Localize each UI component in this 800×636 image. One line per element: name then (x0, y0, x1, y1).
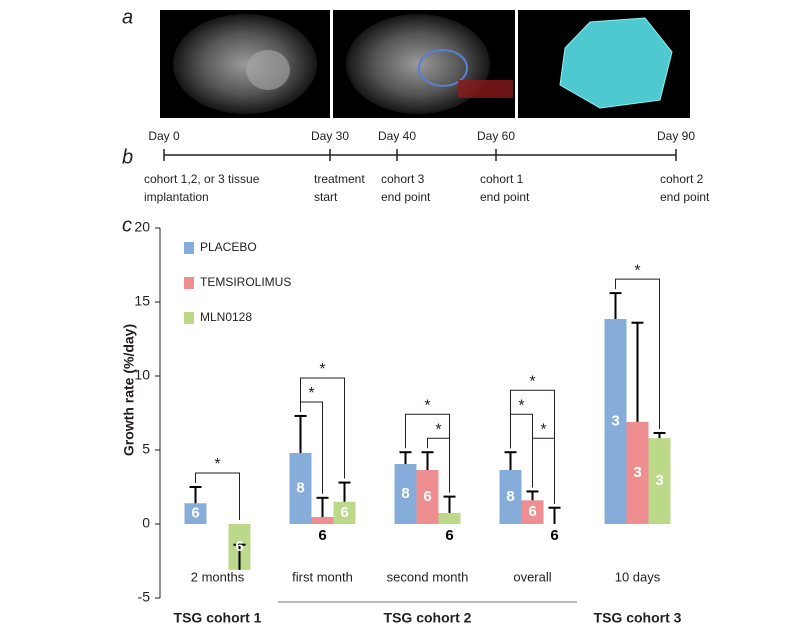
bar (394, 464, 417, 524)
timeline-day: Day 60 (477, 129, 515, 143)
significance-bracket (300, 377, 345, 479)
n-label: 8 (296, 479, 304, 496)
significance-label: * (214, 456, 220, 473)
significance-bracket (510, 389, 555, 504)
timeline-note: end point (480, 190, 530, 204)
n-label: 6 (235, 538, 243, 555)
bar (184, 503, 207, 524)
n-label: 3 (611, 412, 619, 429)
significance-bracket (615, 278, 660, 429)
panel-label: c (122, 214, 132, 236)
y-tick-label: 10 (134, 367, 150, 383)
n-label: 8 (506, 488, 514, 505)
mri-panel (160, 10, 690, 118)
y-tick-label: 20 (134, 219, 150, 235)
y-tick-label: 15 (134, 293, 150, 309)
legend-swatch (184, 312, 194, 324)
significance-label: * (540, 421, 546, 438)
significance-label: * (435, 421, 441, 438)
timeline-day: Day 30 (311, 129, 349, 143)
group-label: TSG cohort 1 (174, 610, 262, 626)
timeline-note: treatment (314, 172, 365, 186)
bar (311, 517, 334, 524)
timeline-note: cohort 3 (381, 172, 425, 186)
bar (416, 469, 439, 524)
x-tick-label: 2 months (191, 569, 245, 584)
legend-swatch (184, 242, 194, 254)
n-label: 3 (655, 472, 663, 489)
bar (521, 500, 544, 524)
n-label: 6 (445, 527, 453, 544)
n-label: 6 (423, 488, 431, 505)
x-tick-label: first month (292, 569, 353, 584)
significance-bracket (195, 472, 240, 520)
group-label: TSG cohort 3 (594, 610, 682, 626)
x-tick-label: second month (387, 569, 469, 584)
bar (438, 512, 461, 524)
y-tick-label: -5 (138, 589, 151, 605)
bar (333, 501, 356, 524)
y-tick-label: 0 (142, 515, 150, 531)
x-tick-label: overall (513, 569, 551, 584)
timeline-note: implantation (144, 190, 209, 204)
panel-label: a (122, 6, 133, 28)
timeline-note: cohort 2 (660, 172, 704, 186)
significance-label: * (424, 397, 430, 414)
significance-bracket (532, 437, 555, 504)
timeline-note: cohort 1 (480, 172, 524, 186)
timeline-day: Day 40 (378, 129, 416, 143)
significance-bracket (405, 413, 450, 493)
significance-label: * (518, 397, 524, 414)
n-label: 6 (318, 527, 326, 544)
timeline-day: Day 0 (148, 129, 180, 143)
y-axis-label: Growth rate (%/day) (121, 324, 137, 456)
timeline-day: Day 90 (657, 129, 695, 143)
significance-label: * (308, 385, 314, 402)
timeline-note: end point (660, 190, 710, 204)
n-label: 6 (340, 504, 348, 521)
legend-label: PLACEBO (200, 240, 257, 254)
bar (626, 421, 649, 524)
significance-label: * (529, 373, 535, 390)
y-tick-label: 5 (142, 441, 150, 457)
timeline-note: cohort 1,2, or 3 tissue (144, 172, 260, 186)
n-label: 6 (550, 527, 558, 544)
significance-label: * (634, 262, 640, 279)
bar (648, 438, 671, 524)
group-label: TSG cohort 2 (384, 610, 472, 626)
timeline-note: end point (381, 190, 431, 204)
x-tick-label: 10 days (615, 569, 661, 584)
significance-label: * (319, 361, 325, 378)
n-label: 8 (401, 485, 409, 502)
bar (289, 452, 312, 524)
n-label: 6 (191, 505, 199, 522)
legend-label: MLN0128 (200, 310, 252, 324)
timeline-note: start (314, 190, 338, 204)
legend-swatch (184, 277, 194, 289)
panel-label: b (122, 146, 133, 168)
bar (499, 469, 522, 524)
n-label: 6 (528, 503, 536, 520)
n-label: 3 (633, 464, 641, 481)
legend-label: TEMSIROLIMUS (200, 275, 291, 289)
bar (604, 319, 627, 524)
